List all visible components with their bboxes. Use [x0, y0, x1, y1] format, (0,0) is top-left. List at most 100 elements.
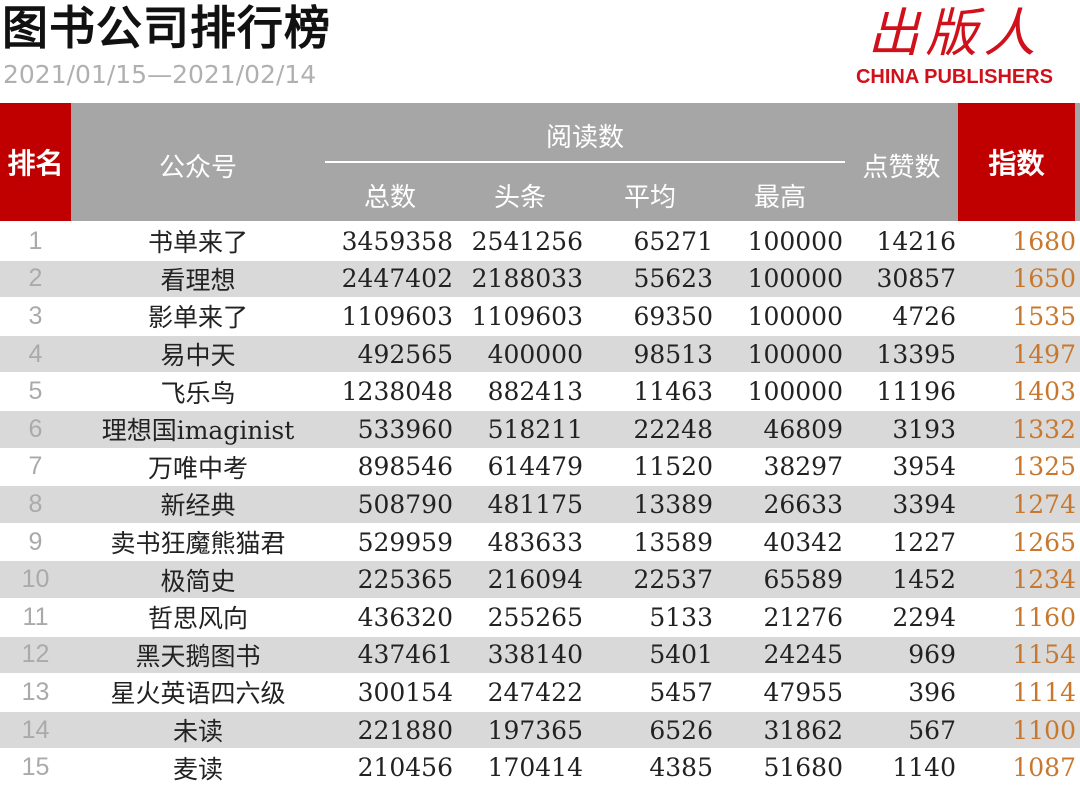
total-reads-cell: 492565: [357, 339, 453, 369]
account-name-cell: 书单来了: [147, 228, 248, 258]
index-cell: 1160: [1012, 602, 1076, 632]
page-title: 图书公司排行榜: [2, 1, 331, 55]
table-row: 13 星火英语四六级 300154 247422 5457 47955 396 1114: [0, 674, 1080, 712]
ranking-table-body: 1 书单来了 3459358 2541256 65271 100000 14216 1680 2…: [0, 223, 1080, 787]
logo-chinese-text: 出版人: [867, 4, 1042, 64]
max-reads-cell: 24245: [763, 640, 843, 670]
account-name-cell: 卖书狂魔熊猫君: [110, 529, 286, 559]
index-cell: 1100: [1012, 715, 1076, 745]
total-reads-cell: 898546: [357, 452, 453, 482]
total-reads-cell: 529959: [357, 527, 453, 557]
index-cell: 1332: [1012, 414, 1076, 444]
total-reads-cell: 437461: [357, 640, 453, 670]
headline-reads-cell: 483633: [487, 527, 583, 557]
index-cell: 1535: [1012, 301, 1076, 331]
headline-reads-cell: 614479: [487, 452, 583, 482]
likes-cell: 11196: [876, 377, 956, 407]
rank-cell: 9: [28, 527, 43, 556]
likes-cell: 14216: [876, 226, 956, 256]
average-reads-cell: 98513: [633, 339, 713, 369]
header-headline: 头条: [493, 183, 546, 213]
table-row: 7 万唯中考 898546 614479 11520 38297 3954 1325: [0, 449, 1080, 487]
account-name-cell: 万唯中考: [147, 453, 248, 483]
header-divider: [325, 161, 845, 163]
account-name-cell: 看理想: [160, 265, 236, 295]
rank-cell: 8: [28, 489, 43, 518]
headline-reads-cell: 255265: [487, 602, 583, 632]
table-row: 3 影单来了 1109603 1109603 69350 100000 4726 1535: [0, 298, 1080, 336]
index-cell: 1680: [1012, 226, 1076, 256]
headline-reads-cell: 2541256: [471, 226, 583, 256]
index-cell: 1114: [1012, 677, 1076, 707]
headline-reads-cell: 170414: [487, 753, 583, 783]
header-account: 公众号: [158, 153, 237, 183]
account-name-cell: 飞乐鸟: [160, 378, 236, 408]
table-row: 8 新经典 508790 481175 13389 26633 3394 1274: [0, 486, 1080, 524]
average-reads-cell: 11520: [633, 452, 713, 482]
account-name-cell: 新经典: [160, 491, 236, 521]
rank-cell: 12: [21, 640, 50, 669]
max-reads-cell: 100000: [747, 301, 843, 331]
total-reads-cell: 225365: [357, 565, 453, 595]
likes-cell: 567: [908, 715, 956, 745]
headline-reads-cell: 518211: [487, 414, 583, 444]
total-reads-cell: 3459358: [341, 226, 453, 256]
max-reads-cell: 100000: [747, 226, 843, 256]
max-reads-cell: 38297: [763, 452, 843, 482]
account-name-cell: 影单来了: [147, 303, 248, 333]
likes-cell: 1140: [892, 753, 956, 783]
average-reads-cell: 69350: [633, 301, 713, 331]
index-cell: 1497: [1012, 339, 1076, 369]
average-reads-cell: 65271: [633, 226, 713, 256]
date-range: 2021/01/15—2021/02/14: [3, 60, 317, 89]
total-reads-cell: 221880: [357, 715, 453, 745]
table-row: 10 极简史 225365 216094 22537 65589 1452 1234: [0, 561, 1080, 599]
header-reads-group: 阅读数: [545, 123, 624, 153]
rank-cell: 11: [22, 602, 49, 631]
likes-cell: 2294: [892, 602, 956, 632]
total-reads-cell: 210456: [357, 753, 453, 783]
index-cell: 1403: [1012, 377, 1076, 407]
likes-cell: 3954: [892, 452, 956, 482]
table-header: 排名 公众号 阅读数 总数 头条 平均 最高 点赞数 指数: [0, 103, 1080, 221]
headline-reads-cell: 882413: [487, 377, 583, 407]
table-row: 15 麦读 210456 170414 4385 51680 1140 1087: [0, 749, 1080, 787]
rank-cell: 7: [28, 452, 43, 481]
rank-cell: 14: [21, 715, 50, 744]
table-row: 5 飞乐鸟 1238048 882413 11463 100000 11196 1403: [0, 373, 1080, 411]
average-reads-cell: 55623: [633, 264, 713, 294]
total-reads-cell: 1238048: [341, 377, 453, 407]
account-name-cell: 极简史: [160, 566, 236, 596]
account-name-cell: 星火英语四六级: [110, 679, 286, 709]
average-reads-cell: 13589: [633, 527, 713, 557]
table-row: 2 看理想 2447402 2188033 55623 100000 30857 1650: [0, 260, 1080, 299]
max-reads-cell: 26633: [763, 489, 843, 519]
average-reads-cell: 5457: [649, 677, 713, 707]
max-reads-cell: 51680: [763, 753, 843, 783]
max-reads-cell: 100000: [747, 264, 843, 294]
max-reads-cell: 100000: [747, 339, 843, 369]
account-name-cell: 理想国imaginist: [101, 416, 295, 446]
index-cell: 1650: [1012, 264, 1076, 294]
table-row: 1 书单来了 3459358 2541256 65271 100000 14216 1680: [0, 223, 1080, 261]
average-reads-cell: 5133: [649, 602, 713, 632]
rank-cell: 3: [28, 301, 43, 330]
header-max: 最高: [753, 183, 806, 213]
header-average: 平均: [623, 183, 676, 213]
max-reads-cell: 100000: [747, 377, 843, 407]
table-row: 4 易中天 492565 400000 98513 100000 13395 1497: [0, 335, 1080, 374]
likes-cell: 4726: [892, 301, 956, 331]
header-likes: 点赞数: [862, 153, 941, 183]
max-reads-cell: 65589: [763, 565, 843, 595]
table-row: 11 哲思风向 436320 255265 5133 21276 2294 1160: [0, 599, 1080, 637]
headline-reads-cell: 197365: [487, 715, 583, 745]
average-reads-cell: 6526: [649, 715, 713, 745]
likes-cell: 1227: [892, 527, 956, 557]
headline-reads-cell: 2188033: [471, 264, 583, 294]
likes-cell: 3193: [892, 414, 956, 444]
max-reads-cell: 40342: [763, 527, 843, 557]
table-row: 6 理想国imaginist 533960 518211 22248 46809 3193 1…: [0, 410, 1080, 449]
index-cell: 1154: [1012, 640, 1076, 670]
total-reads-cell: 508790: [357, 489, 453, 519]
headline-reads-cell: 338140: [487, 640, 583, 670]
